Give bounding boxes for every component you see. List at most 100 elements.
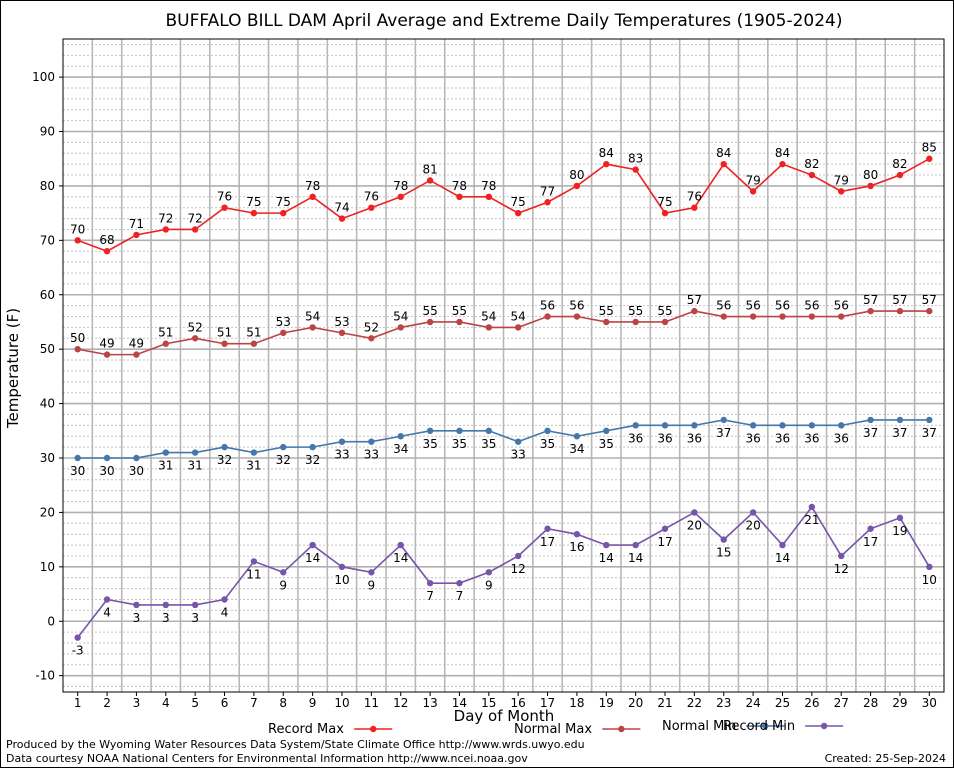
- data-label-record-min: 3: [191, 611, 199, 625]
- data-point-normal-min: [544, 427, 551, 434]
- series-record-max: 70 68 71 72 72 76 75 75 78 74 76 78 81 78 78 75 77 80 84 83…: [70, 141, 937, 255]
- data-point-record-max: [720, 160, 727, 168]
- data-label-normal-max: 56: [834, 299, 849, 313]
- x-tick-label: 16: [511, 696, 526, 710]
- data-point-normal-min: [573, 433, 581, 440]
- data-point-record-max: [896, 171, 904, 179]
- data-label-normal-max: 51: [158, 326, 173, 340]
- data-label-record-min: 7: [426, 589, 434, 603]
- y-tick-label: -10: [35, 669, 55, 683]
- data-point-record-max: [808, 171, 816, 179]
- x-tick-label: 8: [279, 696, 287, 710]
- data-point-normal-max: [133, 351, 140, 358]
- x-tick-label: 10: [334, 696, 349, 710]
- data-point-normal-max: [221, 340, 228, 347]
- data-label-normal-max: 57: [922, 293, 937, 307]
- data-label-record-min: 7: [456, 589, 464, 603]
- data-label-normal-min: 35: [452, 437, 467, 451]
- y-tick-label: 70: [40, 233, 55, 247]
- data-point-record-min: [221, 596, 228, 603]
- data-point-record-min: [485, 569, 493, 576]
- data-label-record-max: 82: [804, 157, 819, 171]
- data-label-normal-min: 30: [99, 464, 114, 478]
- y-axis-label: Temperature (F): [4, 308, 22, 429]
- y-tick-label: 30: [40, 451, 55, 465]
- data-point-record-min: [632, 541, 639, 549]
- data-point-record-max: [661, 209, 669, 217]
- data-point-normal-min: [250, 449, 258, 456]
- data-point-record-min: [133, 601, 140, 609]
- data-label-normal-min: 35: [540, 437, 555, 451]
- data-point-normal-min: [691, 422, 698, 429]
- data-label-record-min: 4: [103, 605, 111, 619]
- y-tick-label: 0: [47, 614, 55, 628]
- data-label-record-max: 75: [511, 195, 526, 209]
- data-label-normal-max: 55: [422, 304, 437, 318]
- data-label-normal-min: 36: [745, 431, 760, 445]
- data-point-record-max: [162, 226, 169, 233]
- data-label-normal-min: 31: [246, 459, 261, 473]
- data-point-record-max: [133, 231, 140, 239]
- x-tick-label: 23: [716, 696, 731, 710]
- data-point-record-max: [280, 209, 287, 217]
- data-point-normal-min: [485, 427, 493, 434]
- data-point-record-min: [368, 569, 375, 576]
- series-line-normal-min: [77, 419, 930, 459]
- data-point-normal-min: [867, 416, 874, 424]
- data-point-normal-max: [749, 313, 757, 320]
- footer-credit-noaa: Data courtesy NOAA National Centers for …: [6, 752, 528, 765]
- data-point-record-max: [221, 204, 228, 211]
- data-label-normal-max: 56: [569, 299, 584, 313]
- x-tick-label: 20: [628, 696, 643, 710]
- data-label-record-min: 10: [922, 573, 937, 587]
- data-point-normal-min: [103, 454, 111, 462]
- data-label-normal-min: 31: [158, 459, 173, 473]
- series-record-min: -3 4 3 3 3 4 11 9 14 10 9 14 7 7 9 12 17 16 14 14 17 20 15 20 14…: [72, 503, 937, 658]
- data-label-record-max: 78: [452, 179, 467, 193]
- data-point-record-max: [779, 160, 786, 168]
- data-label-record-max: 76: [217, 190, 232, 204]
- data-label-record-min: 9: [368, 578, 376, 592]
- data-point-normal-max: [867, 307, 874, 315]
- data-point-normal-min: [74, 454, 81, 462]
- legend-label-normal-max: Normal Max: [514, 722, 592, 737]
- data-label-record-min: 17: [657, 535, 672, 549]
- data-point-record-min: [779, 541, 786, 549]
- data-point-normal-max: [573, 313, 581, 320]
- x-tick-label: 25: [775, 696, 790, 710]
- data-label-normal-max: 55: [599, 304, 614, 318]
- data-label-record-max: 68: [99, 233, 114, 247]
- data-label-normal-max: 51: [246, 326, 261, 340]
- data-label-normal-min: 36: [834, 431, 849, 445]
- data-label-normal-max: 57: [863, 293, 878, 307]
- data-label-normal-min: 30: [70, 464, 85, 478]
- data-point-normal-min: [456, 427, 463, 434]
- data-point-record-min: [926, 563, 933, 571]
- data-label-record-max: 78: [393, 179, 408, 193]
- x-tick-label: 22: [687, 696, 702, 710]
- data-point-record-min: [896, 514, 904, 522]
- data-point-normal-min: [749, 422, 757, 429]
- data-label-normal-max: 51: [217, 326, 232, 340]
- plot-area: [62, 38, 945, 693]
- data-point-record-min: [74, 634, 81, 641]
- x-tick-label: 21: [657, 696, 672, 710]
- data-label-record-min: 16: [569, 540, 584, 554]
- x-tick-label: 2: [103, 696, 111, 710]
- footer-created-date: Created: 25-Sep-2024: [824, 752, 946, 765]
- data-point-normal-min: [309, 443, 316, 451]
- data-label-normal-min: 37: [922, 426, 937, 440]
- y-tick-label: 60: [40, 288, 55, 302]
- data-label-record-min: 3: [162, 611, 170, 625]
- data-label-record-max: 84: [775, 146, 790, 160]
- data-point-record-max: [250, 209, 258, 217]
- y-tick-label: 10: [40, 560, 55, 574]
- data-label-record-max: 79: [745, 173, 760, 187]
- data-label-record-min: 19: [892, 524, 907, 538]
- legend-swatch-marker-record-min: [820, 722, 828, 730]
- data-point-record-min: [749, 509, 757, 516]
- data-label-record-max: 70: [70, 222, 85, 236]
- data-label-record-max: 84: [716, 146, 731, 160]
- data-label-normal-min: 34: [393, 442, 408, 456]
- data-point-record-min: [514, 552, 522, 560]
